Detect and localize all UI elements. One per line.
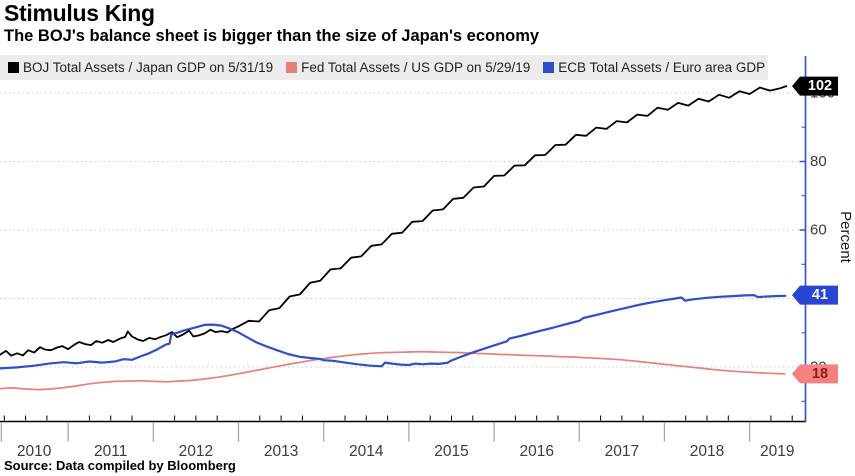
y-tick-label-80: 80 — [810, 153, 827, 170]
series-line-ecb — [0, 294, 787, 370]
x-tick-label-2014: 2014 — [349, 443, 384, 460]
legend-label-fed: Fed Total Assets / US GDP on 5/29/19 — [301, 60, 531, 75]
end-value-badge-ecb — [792, 285, 838, 305]
end-value-label-ecb: 41 — [812, 287, 828, 303]
end-value-badge-boj — [792, 76, 838, 96]
legend-label-boj: BOJ Total Assets / Japan GDP on 5/31/19 — [23, 60, 274, 75]
badge-layer: 102 18 41 — [792, 76, 838, 384]
x-tick-label-2017: 2017 — [605, 443, 639, 460]
legend-swatch-boj — [8, 62, 19, 73]
x-tick-label-2016: 2016 — [519, 443, 553, 460]
legend: BOJ Total Assets / Japan GDP on 5/31/19 … — [0, 55, 768, 80]
x-tick-label-2015: 2015 — [434, 443, 468, 460]
legend-item-fed: Fed Total Assets / US GDP on 5/29/19 — [286, 60, 530, 75]
x-tick-label-2019: 2019 — [760, 443, 794, 460]
legend-item-ecb: ECB Total Assets / Euro area GDP — [543, 60, 765, 75]
series-line-boj — [0, 85, 788, 357]
series-layer — [0, 85, 788, 391]
legend-swatch-ecb — [543, 62, 555, 73]
grid-layer — [0, 92, 805, 368]
y-tick-label-60: 60 — [810, 222, 827, 239]
x-tick-label-2010: 2010 — [17, 443, 52, 460]
x-tick-label-2011: 2011 — [94, 443, 127, 460]
legend-item-boj: BOJ Total Assets / Japan GDP on 5/31/19 — [8, 60, 273, 75]
x-tick-label-2012: 2012 — [179, 443, 213, 460]
chart-subtitle: The BOJ's balance sheet is bigger than t… — [4, 27, 540, 45]
source-note: Source: Data compiled by Bloomberg — [4, 458, 236, 473]
legend-swatch-fed — [286, 62, 298, 73]
x-tick-label-2018: 2018 — [690, 443, 724, 460]
x-tick-label-2013: 2013 — [264, 443, 298, 460]
end-value-label-boj: 102 — [808, 78, 832, 94]
series-line-fed — [0, 350, 786, 391]
end-value-badge-fed — [792, 364, 838, 384]
axis-layer: 2010 2011 2012 2013 2014 2015 2016 2017 2018 2019… — [0, 56, 835, 460]
chart-title: Stimulus King — [4, 0, 155, 26]
y-axis-title: Percent — [837, 211, 854, 264]
legend-label-ecb: ECB Total Assets / Euro area GDP — [558, 60, 766, 75]
end-value-label-fed: 18 — [812, 366, 828, 382]
